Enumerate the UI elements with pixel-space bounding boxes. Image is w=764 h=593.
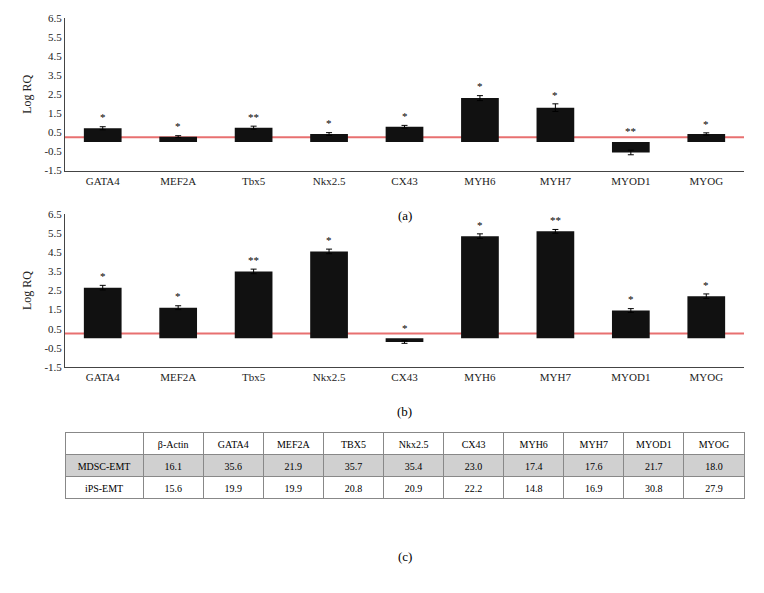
svg-text:22.2: 22.2 [465, 483, 483, 494]
svg-text:21.7: 21.7 [645, 461, 663, 472]
svg-text:*: * [477, 80, 483, 92]
svg-text:Tbx5: Tbx5 [242, 175, 266, 187]
svg-text:16.1: 16.1 [164, 461, 182, 472]
svg-text:Tbx5: Tbx5 [242, 371, 266, 383]
svg-text:TBX5: TBX5 [341, 439, 366, 450]
svg-text:20.8: 20.8 [345, 483, 363, 494]
svg-text:16.9: 16.9 [585, 483, 603, 494]
svg-text:GATA4: GATA4 [86, 371, 120, 383]
svg-text:CX43: CX43 [391, 371, 418, 383]
svg-text:3.5: 3.5 [48, 69, 62, 81]
svg-text:MYOD1: MYOD1 [636, 439, 672, 450]
svg-text:Nkx2.5: Nkx2.5 [313, 175, 346, 187]
svg-text:MYH6: MYH6 [464, 371, 496, 383]
svg-text:**: ** [248, 111, 259, 123]
svg-text:*: * [100, 270, 106, 282]
svg-text:iPS-EMT: iPS-EMT [85, 483, 123, 494]
svg-text:MEF2A: MEF2A [277, 439, 311, 450]
svg-text:2.5: 2.5 [48, 284, 62, 296]
svg-text:20.9: 20.9 [405, 483, 423, 494]
svg-text:*: * [326, 234, 332, 246]
svg-text:-0.5: -0.5 [44, 145, 62, 157]
svg-text:3.5: 3.5 [48, 265, 62, 277]
svg-text:MYH6: MYH6 [464, 175, 496, 187]
svg-text:(c): (c) [398, 549, 412, 564]
svg-text:*: * [703, 279, 709, 291]
svg-text:*: * [402, 110, 408, 122]
svg-text:35.4: 35.4 [405, 461, 423, 472]
svg-text:MYOD1: MYOD1 [611, 371, 650, 383]
svg-text:*: * [402, 322, 408, 334]
svg-text:14.8: 14.8 [525, 483, 543, 494]
svg-text:-1.5: -1.5 [44, 164, 62, 176]
svg-text:5.5: 5.5 [48, 31, 62, 43]
svg-text:6.5: 6.5 [48, 208, 62, 220]
svg-text:Nkx2.5: Nkx2.5 [313, 371, 346, 383]
svg-text:MYOG: MYOG [689, 371, 723, 383]
svg-text:2.5: 2.5 [48, 88, 62, 100]
svg-text:6.5: 6.5 [48, 12, 62, 24]
svg-text:β-Actin: β-Actin [158, 439, 189, 450]
svg-text:-1.5: -1.5 [44, 361, 62, 373]
svg-text:1.5: 1.5 [48, 107, 62, 119]
svg-text:(a): (a) [398, 208, 412, 223]
svg-text:MYH7: MYH7 [580, 439, 608, 450]
svg-text:MYOD1: MYOD1 [611, 175, 650, 187]
svg-text:27.9: 27.9 [705, 483, 723, 494]
svg-text:17.4: 17.4 [525, 461, 543, 472]
svg-text:**: ** [625, 125, 636, 137]
svg-text:35.7: 35.7 [345, 461, 363, 472]
svg-text:4.5: 4.5 [48, 246, 62, 258]
svg-text:MEF2A: MEF2A [160, 371, 196, 383]
svg-text:5.5: 5.5 [48, 227, 62, 239]
svg-text:MYOG: MYOG [689, 175, 723, 187]
svg-text:MEF2A: MEF2A [160, 175, 196, 187]
svg-text:MDSC-EMT: MDSC-EMT [78, 461, 131, 472]
svg-text:**: ** [248, 254, 259, 266]
svg-text:*: * [628, 293, 634, 305]
svg-text:*: * [477, 219, 483, 231]
svg-text:MYH7: MYH7 [540, 371, 572, 383]
svg-text:Log RQ: Log RQ [20, 271, 34, 310]
svg-text:0.5: 0.5 [48, 126, 62, 138]
svg-text:21.9: 21.9 [285, 461, 303, 472]
svg-text:18.0: 18.0 [705, 461, 723, 472]
svg-text:0.5: 0.5 [48, 323, 62, 335]
svg-text:*: * [703, 118, 709, 130]
svg-text:Nkx2.5: Nkx2.5 [399, 439, 429, 450]
svg-text:35.6: 35.6 [224, 461, 242, 472]
svg-text:MYH6: MYH6 [520, 439, 548, 450]
svg-text:CX43: CX43 [391, 175, 418, 187]
svg-text:*: * [100, 111, 106, 123]
svg-text:17.6: 17.6 [585, 461, 603, 472]
svg-text:*: * [175, 290, 181, 302]
svg-text:GATA4: GATA4 [86, 175, 120, 187]
svg-text:(b): (b) [397, 404, 412, 419]
svg-text:19.9: 19.9 [224, 483, 242, 494]
svg-text:4.5: 4.5 [48, 50, 62, 62]
svg-text:**: ** [550, 214, 561, 226]
svg-text:30.8: 30.8 [645, 483, 663, 494]
svg-text:1.5: 1.5 [48, 303, 62, 315]
svg-text:Log RQ: Log RQ [20, 74, 34, 113]
svg-text:-0.5: -0.5 [44, 342, 62, 354]
svg-text:19.9: 19.9 [285, 483, 303, 494]
svg-text:23.0: 23.0 [465, 461, 483, 472]
svg-text:MYH7: MYH7 [540, 175, 572, 187]
svg-text:MYOG: MYOG [699, 439, 730, 450]
svg-text:CX43: CX43 [462, 439, 486, 450]
svg-text:*: * [326, 117, 332, 129]
svg-text:GATA4: GATA4 [218, 439, 249, 450]
svg-text:15.6: 15.6 [164, 483, 182, 494]
svg-text:*: * [552, 89, 558, 101]
svg-text:*: * [175, 120, 181, 132]
